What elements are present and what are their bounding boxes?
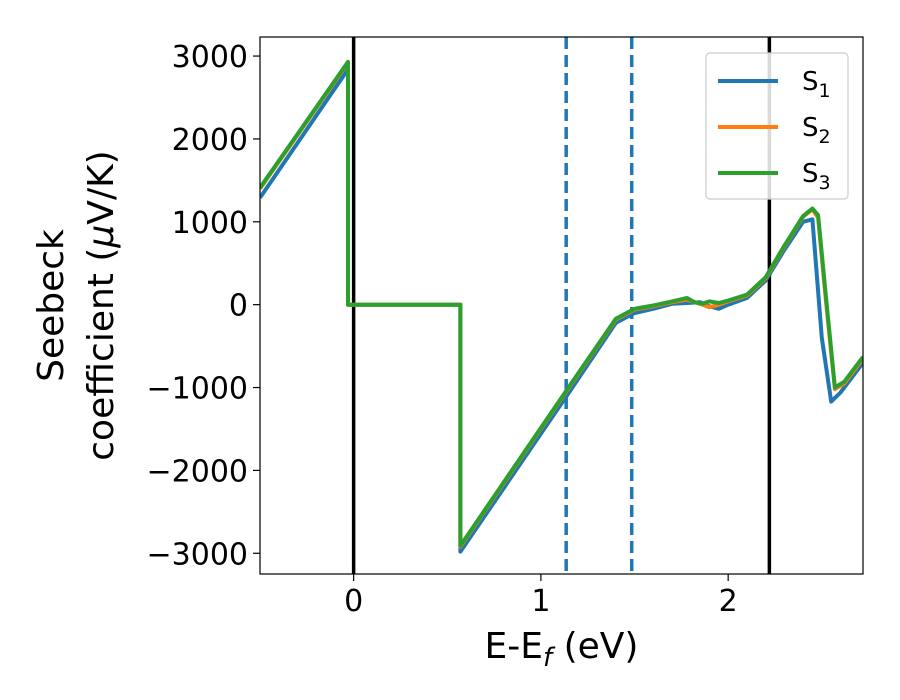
- legend: S1 S2 S3: [705, 52, 849, 200]
- y-tick-label: −3000: [147, 537, 248, 572]
- legend-item-s3: S3: [718, 159, 831, 194]
- legend-label-s1: S1: [802, 67, 831, 102]
- legend-item-s1: S1: [718, 67, 831, 102]
- y-axis-title-line2: coefficient (μV/K): [81, 150, 122, 460]
- x-tick-label: 2: [719, 584, 738, 619]
- y-tick-label: 1000: [172, 206, 248, 241]
- plot-area-frame: [259, 36, 864, 575]
- y-tick-label: −1000: [147, 372, 248, 407]
- x-tick-label: 0: [344, 584, 363, 619]
- y-tick-label: 0: [229, 289, 248, 324]
- legend-label-s3: S3: [802, 159, 831, 194]
- series-line-s3: [260, 59, 863, 548]
- x-tick-label: 1: [531, 584, 550, 619]
- x-axis-title: E-Ef (eV): [485, 626, 639, 673]
- legend-item-s2: S2: [718, 113, 831, 148]
- y-tick-label: −2000: [147, 454, 248, 489]
- legend-label-s2: S2: [802, 113, 831, 148]
- y-tick-label: 2000: [172, 123, 248, 158]
- y-tick-label: 3000: [172, 40, 248, 75]
- y-axis-title-line1: Seebeck: [31, 229, 72, 382]
